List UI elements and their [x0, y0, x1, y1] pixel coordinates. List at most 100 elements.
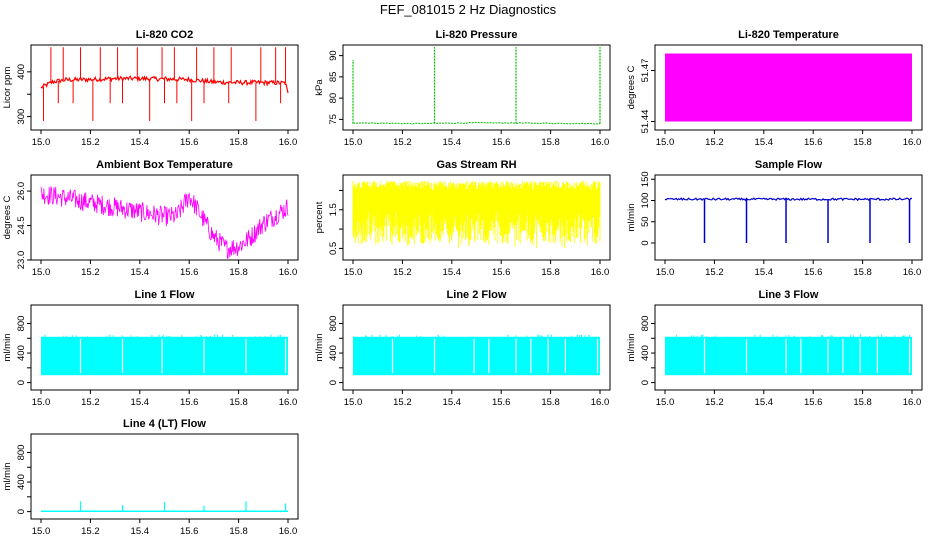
flow-band — [665, 336, 912, 376]
x-tick-label: 15.2 — [705, 137, 724, 148]
y-tick-label: 300 — [16, 109, 27, 125]
panel-title: Line 4 (LT) Flow — [123, 418, 206, 430]
y-tick-label: 80 — [328, 93, 339, 104]
x-tick-label: 15.0 — [32, 137, 51, 148]
y-axis-label: ml/min — [2, 463, 13, 491]
panel-line3: Line 3 Flow 15.0 15.2 15.4 15.6 15.8 16.0 0 400 8… — [626, 289, 923, 408]
plot-area — [41, 501, 288, 512]
x-tick-label: 15.6 — [492, 137, 511, 148]
y-tick-label: 0 — [16, 509, 27, 514]
panel-title: Line 2 Flow — [447, 289, 507, 301]
panel-ambient: Ambient Box Temperature 15.0 15.2 15.4 15.6 1… — [2, 159, 299, 278]
x-tick-label: 15.4 — [755, 137, 774, 148]
panel-co2: Li-820 CO2 15.0 15.2 15.4 15.6 15.8 16.0 300 400… — [2, 29, 299, 148]
figure-title: FEF_081015 2 Hz Diagnostics — [380, 2, 557, 17]
x-tick-label: 16.0 — [279, 397, 298, 408]
x-tick-label: 16.0 — [279, 137, 298, 148]
x-tick-label: 15.0 — [32, 267, 51, 278]
x-tick-label: 15.0 — [656, 397, 675, 408]
panel-title: Li-820 Pressure — [436, 29, 518, 41]
y-tick-label: 75 — [328, 114, 339, 125]
plot-area — [40, 186, 289, 259]
temperature-band — [665, 53, 912, 122]
x-tick-label: 16.0 — [903, 397, 922, 408]
x-tick-label: 15.6 — [180, 397, 199, 408]
x-tick-label: 15.6 — [492, 267, 511, 278]
y-axis-label: ml/min — [626, 334, 637, 362]
x-tick-label: 15.8 — [541, 137, 560, 148]
x-tick-label: 15.6 — [804, 267, 823, 278]
y-tick-label: 800 — [16, 316, 27, 332]
y-tick-label: 24.5 — [16, 216, 27, 235]
y-tick-label: 0.5 — [328, 242, 339, 255]
y-tick-label: 400 — [16, 345, 27, 361]
y-tick-label: 150 — [640, 171, 651, 187]
x-tick-label: 15.4 — [131, 397, 150, 408]
x-tick-label: 15.2 — [81, 267, 100, 278]
x-tick-label: 15.8 — [229, 137, 248, 148]
x-tick-label: 16.0 — [903, 137, 922, 148]
x-tick-label: 15.4 — [443, 137, 462, 148]
y-axis-label: ml/min — [626, 204, 637, 232]
plot-frame — [30, 304, 299, 391]
x-tick-label: 16.0 — [591, 267, 610, 278]
x-tick-label: 16.0 — [279, 267, 298, 278]
x-tick-label: 15.4 — [755, 397, 774, 408]
x-tick-label: 15.6 — [804, 397, 823, 408]
panel-line1: Line 1 Flow 15.0 15.2 15.4 15.6 15.8 16.0 0 400 8… — [2, 289, 299, 408]
series-line — [664, 197, 913, 202]
y-tick-label: 1.5 — [328, 203, 339, 216]
plot-frame — [342, 304, 611, 391]
plot-area — [352, 47, 601, 125]
y-tick-label: 0 — [640, 240, 651, 245]
y-tick-label: 0 — [16, 380, 27, 385]
plot-area — [665, 334, 912, 376]
x-tick-label: 15.6 — [804, 137, 823, 148]
x-tick-label: 15.4 — [131, 526, 150, 537]
x-tick-label: 15.0 — [32, 526, 51, 537]
x-tick-label: 16.0 — [591, 137, 610, 148]
x-tick-label: 15.4 — [443, 267, 462, 278]
x-tick-label: 15.8 — [229, 526, 248, 537]
x-tick-label: 15.4 — [131, 267, 150, 278]
x-tick-label: 15.8 — [541, 397, 560, 408]
y-tick-label: 400 — [16, 474, 27, 490]
x-tick-label: 15.4 — [443, 397, 462, 408]
panel-line2: Line 2 Flow 15.0 15.2 15.4 15.6 15.8 16.0 0 400 8… — [314, 289, 611, 408]
plot-frame — [654, 174, 923, 261]
panel-title: Gas Stream RH — [436, 159, 516, 171]
y-tick-label: 100 — [640, 193, 651, 209]
plot-area — [664, 197, 913, 243]
panel-line4: Line 4 (LT) Flow 15.0 15.2 15.4 15.6 15.8 16.0… — [2, 418, 299, 537]
x-tick-label: 15.0 — [344, 397, 363, 408]
x-tick-label: 15.6 — [180, 526, 199, 537]
y-axis-label: kPa — [314, 79, 325, 96]
panel-pressure: Li-820 Pressure 15.0 15.2 15.4 15.6 15.8 16.0 7… — [314, 29, 611, 148]
x-tick-label: 16.0 — [903, 267, 922, 278]
x-tick-label: 15.2 — [81, 397, 100, 408]
series-line — [352, 180, 601, 249]
plot-area — [353, 334, 600, 376]
x-tick-label: 15.8 — [853, 397, 872, 408]
y-tick-label: 51.44 — [640, 110, 651, 134]
x-tick-label: 15.8 — [853, 267, 872, 278]
panel-title: Li-820 Temperature — [738, 29, 839, 41]
x-tick-label: 15.2 — [81, 526, 100, 537]
y-tick-label: 400 — [328, 345, 339, 361]
y-axis-label: degrees C — [2, 195, 13, 239]
y-tick-label: 50 — [640, 216, 651, 227]
series-line — [40, 186, 289, 259]
y-tick-label: 0 — [640, 380, 651, 385]
plot-frame — [342, 44, 611, 131]
y-axis-label: ml/min — [2, 334, 13, 362]
x-tick-label: 15.0 — [656, 137, 675, 148]
x-tick-label: 16.0 — [279, 526, 298, 537]
x-tick-label: 15.8 — [229, 267, 248, 278]
y-tick-label: 800 — [16, 445, 27, 461]
x-tick-label: 15.2 — [705, 397, 724, 408]
y-tick-label: 0 — [328, 380, 339, 385]
flow-band — [41, 336, 288, 376]
y-tick-label: 23.0 — [16, 251, 27, 270]
plot-area — [665, 53, 912, 122]
